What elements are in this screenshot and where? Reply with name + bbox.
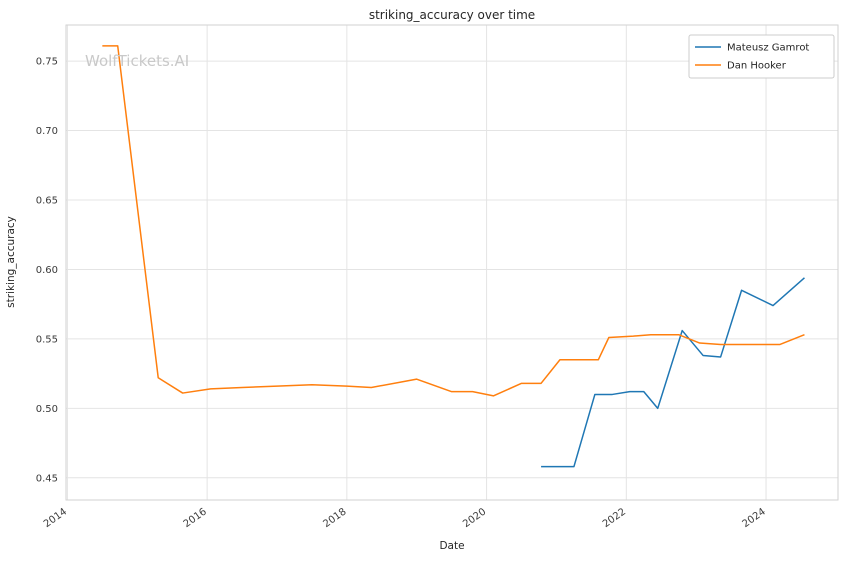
watermark: WolfTickets.AI	[85, 52, 189, 70]
series-line-mateusz-gamrot	[541, 277, 805, 468]
x-axis-label: Date	[439, 540, 464, 552]
legend-label-mateusz-gamrot: Mateusz Gamrot	[727, 43, 809, 54]
y-axis-label: striking_accuracy	[5, 216, 17, 308]
x-tick-label: 2016	[182, 506, 209, 530]
y-tick-label: 0.50	[36, 404, 58, 415]
legend-label-dan-hooker: Dan Hooker	[727, 61, 787, 72]
x-tick-label: 2024	[741, 506, 768, 530]
y-tick-label: 0.45	[36, 473, 58, 484]
y-tick-label: 0.55	[36, 334, 58, 345]
x-tick-label: 2020	[461, 506, 488, 530]
plot-area: 0.45 0.50 0.55 0.60 0.65 0.70 0.75 2014 2016 2018…	[36, 24, 839, 530]
series-line-dan-hooker	[102, 45, 805, 397]
y-tick-label: 0.60	[36, 265, 58, 276]
x-tick-label: 2014	[42, 506, 69, 530]
y-tick-label: 0.70	[36, 126, 58, 137]
y-tick-label: 0.75	[36, 57, 58, 68]
x-tick-label: 2022	[601, 506, 628, 530]
chart-title: striking_accuracy over time	[369, 8, 535, 22]
legend-box	[688, 34, 835, 79]
y-tick-label: 0.65	[36, 196, 58, 207]
x-tick-label: 2018	[321, 506, 348, 530]
legend: Mateusz Gamrot Dan Hooker	[688, 34, 835, 79]
plot-frame	[65, 24, 839, 501]
